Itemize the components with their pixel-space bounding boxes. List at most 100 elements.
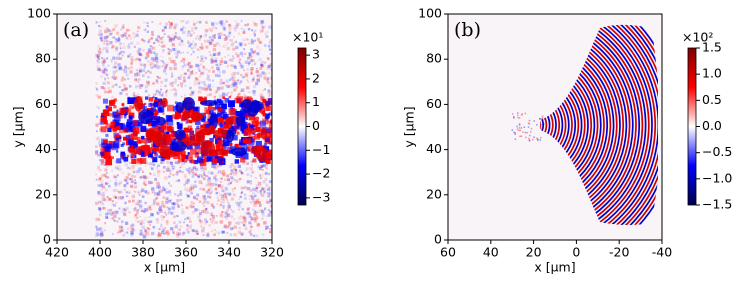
texture-cell — [136, 220, 139, 223]
texture-cell — [105, 158, 113, 166]
texture-cell — [208, 36, 212, 39]
texture-cell — [145, 147, 153, 154]
texture-cell — [228, 38, 231, 41]
texture-cell — [234, 76, 237, 79]
texture-cell — [156, 210, 159, 213]
texture-cell — [264, 32, 267, 35]
texture-cell — [113, 98, 117, 102]
texture-cell — [217, 170, 222, 174]
texture-cell — [528, 119, 531, 122]
texture-cell — [105, 212, 108, 216]
texture-cell — [222, 194, 225, 197]
texture-cell — [190, 169, 194, 173]
texture-cell — [125, 195, 128, 198]
texture-cell — [164, 84, 167, 88]
texture-cell — [222, 139, 230, 147]
texture-cell — [233, 66, 237, 69]
texture-cell — [156, 212, 160, 215]
texture-cell — [533, 136, 535, 138]
texture-cell — [157, 65, 161, 69]
texture-cell — [252, 78, 255, 81]
texture-cell — [230, 58, 234, 62]
texture-cell — [519, 129, 522, 132]
texture-cell — [248, 113, 256, 121]
texture-cell — [133, 45, 136, 48]
texture-cell — [212, 59, 216, 63]
texture-cell — [253, 31, 256, 33]
texture-cell — [103, 173, 107, 177]
texture-cell — [255, 82, 259, 86]
texture-cell — [126, 231, 129, 234]
texture-cell — [169, 38, 172, 42]
texture-cell — [232, 193, 236, 197]
texture-cell — [265, 225, 269, 230]
texture-cell — [231, 165, 233, 168]
texture-cell — [172, 232, 175, 235]
texture-cell — [230, 146, 236, 152]
texture-cell — [162, 187, 166, 192]
texture-cell — [240, 27, 243, 30]
colorbar-tick-label: −1.5 — [702, 197, 732, 212]
texture-cell — [250, 50, 253, 53]
texture-cell — [140, 84, 144, 88]
texture-cell — [209, 110, 214, 115]
texture-cell — [244, 60, 249, 64]
texture-cell — [170, 59, 174, 64]
texture-cell — [228, 84, 232, 88]
texture-cell — [145, 28, 147, 30]
texture-cell — [175, 179, 178, 182]
texture-cell — [130, 58, 134, 62]
texture-cell — [212, 106, 217, 111]
texture-cell — [221, 109, 226, 114]
texture-cell — [216, 42, 219, 45]
texture-blob — [200, 99, 218, 107]
texture-cell — [248, 230, 252, 234]
texture-cell — [120, 50, 123, 53]
texture-cell — [151, 167, 154, 171]
texture-cell — [100, 57, 103, 60]
texture-cell — [117, 182, 121, 186]
texture-cell — [127, 97, 134, 105]
texture-cell — [133, 179, 136, 182]
texture-cell — [201, 229, 205, 233]
texture-cell — [103, 68, 106, 71]
texture-cell — [204, 207, 208, 211]
texture-cell — [155, 90, 158, 93]
texture-cell — [131, 174, 134, 178]
texture-cell — [152, 198, 156, 202]
texture-cell — [112, 188, 116, 192]
wavefront — [540, 99, 554, 151]
texture-cell — [139, 58, 142, 61]
texture-cell — [186, 69, 190, 72]
texture-cell — [184, 218, 187, 221]
wavefront — [540, 24, 631, 225]
wavefront — [540, 89, 564, 161]
texture-cell — [227, 213, 230, 215]
texture-cell — [134, 72, 138, 77]
texture-cell — [152, 46, 156, 50]
texture-cell — [136, 30, 139, 33]
texture-cell — [253, 218, 256, 221]
texture-cell — [209, 218, 212, 221]
texture-cell — [240, 221, 244, 224]
texture-cell — [217, 185, 220, 187]
texture-cell — [107, 87, 110, 90]
texture-cell — [206, 200, 210, 205]
texture-cell — [209, 54, 212, 57]
texture-cell — [166, 160, 170, 164]
texture-cell — [229, 78, 232, 82]
texture-cell — [246, 68, 249, 71]
texture-cell — [128, 147, 133, 152]
texture-cell — [194, 77, 197, 80]
texture-cell — [228, 27, 232, 31]
wavefront — [540, 28, 625, 222]
texture-cell — [177, 179, 181, 182]
texture-cell — [239, 44, 242, 47]
texture-cell — [187, 225, 189, 228]
texture-cell — [256, 78, 261, 82]
texture-cell — [161, 36, 165, 39]
texture-cell — [100, 121, 104, 125]
texture-cell — [211, 221, 214, 224]
texture-cell — [125, 109, 129, 112]
texture-cell — [165, 201, 169, 205]
